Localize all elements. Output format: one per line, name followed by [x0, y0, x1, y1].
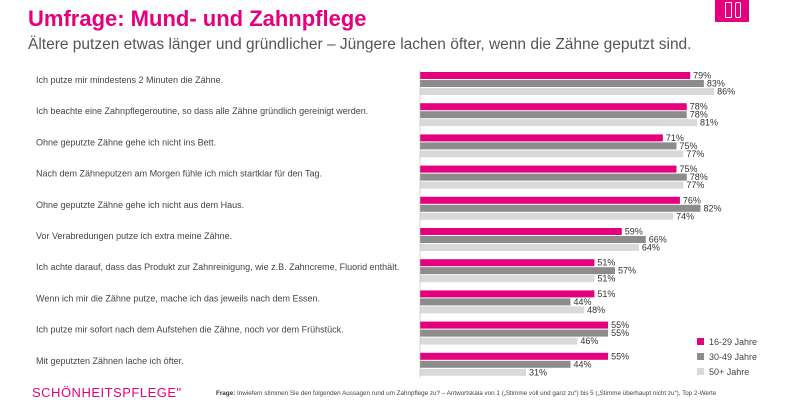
legend-swatch: [697, 368, 704, 375]
bar-value-label: 55%: [611, 320, 629, 330]
bar-value-label: 86%: [717, 87, 735, 97]
bar-value-label: 66%: [649, 235, 667, 245]
legend-label: 50+ Jahre: [709, 366, 750, 377]
bar: [420, 275, 595, 283]
bar-value-label: 55%: [611, 328, 629, 338]
bar: [420, 111, 687, 119]
bar: [420, 142, 677, 150]
bar-value-label: 74%: [676, 211, 694, 221]
bar-value-label: 75%: [680, 164, 698, 174]
footnote-label: Frage:: [216, 390, 236, 397]
bar-value-label: 31%: [529, 367, 547, 377]
bar-value-label: 44%: [573, 297, 591, 307]
bar: [420, 352, 609, 360]
bar: [420, 88, 715, 95]
legend-swatch: [697, 338, 704, 345]
bar: [420, 119, 698, 127]
bar-value-label: 71%: [666, 133, 684, 143]
category-label: Nach dem Zähneputzen am Morgen fühle ich…: [36, 169, 322, 179]
category-label: Vor Verabredungen putze ich extra meine …: [36, 231, 232, 241]
bar: [420, 360, 571, 368]
bar-value-label: 78%: [690, 110, 708, 120]
bar: [420, 267, 615, 275]
brand-logo: SCHÖNHEITSPFLEGE": [32, 385, 182, 400]
page-subtitle: Ältere putzen etwas länger und gründlich…: [28, 36, 692, 53]
category-label: Ohne geputzte Zähne gehe ich nicht aus d…: [36, 200, 244, 210]
bar: [420, 165, 677, 173]
bar-value-label: 78%: [690, 102, 708, 112]
bar: [420, 181, 684, 189]
bar-value-label: 78%: [690, 172, 708, 182]
bar: [420, 196, 680, 204]
chart-legend: 16-29 Jahre 30-49 Jahre 50+ Jahre: [697, 335, 757, 380]
category-label: Ich putze mir mindestens 2 Minuten die Z…: [36, 75, 223, 85]
toothpaste-toothbrush-icon: [715, 0, 749, 22]
bar-value-label: 55%: [611, 351, 629, 361]
bar-value-label: 48%: [587, 305, 605, 315]
page-title: Umfrage: Mund- und Zahnpflege: [28, 6, 367, 31]
category-label: Mit geputzten Zähnen lache ich öfter.: [36, 356, 184, 366]
category-label: Ohne geputzte Zähne gehe ich nicht ins B…: [36, 137, 216, 147]
bar: [420, 244, 639, 251]
bar: [420, 80, 704, 87]
legend-swatch: [697, 353, 704, 360]
bar: [420, 134, 663, 142]
bar-value-label: 64%: [642, 243, 660, 253]
legend-label: 30-49 Jahre: [709, 351, 758, 362]
bar: [420, 298, 571, 306]
legend-label: 16-29 Jahre: [709, 336, 758, 347]
bar: [420, 212, 674, 220]
bar-value-label: 46%: [580, 336, 598, 346]
bar-value-label: 44%: [573, 359, 591, 369]
footnote: Frage: Inwiefern stimmen Sie den folgend…: [216, 390, 716, 397]
bar: [420, 103, 687, 111]
bar-value-label: 51%: [597, 274, 615, 284]
legend-item-16-29: 16-29 Jahre: [697, 335, 757, 348]
bar: [420, 228, 622, 235]
bar-value-label: 81%: [700, 118, 718, 128]
bar-value-label: 79%: [693, 71, 711, 81]
legend-item-30-49: 30-49 Jahre: [697, 350, 757, 363]
bar-value-label: 82%: [703, 203, 721, 213]
bar: [420, 337, 578, 345]
bar-value-label: 75%: [680, 141, 698, 151]
bar: [420, 321, 609, 329]
bar-value-label: 51%: [597, 258, 615, 268]
category-label: Wenn ich mir die Zähne putze, mache ich …: [36, 293, 320, 303]
bar-value-label: 83%: [707, 79, 725, 89]
bar: [420, 368, 527, 376]
bar-value-label: 51%: [597, 289, 615, 299]
bar: [420, 290, 595, 298]
category-label: Ich beachte eine Zahnpflegeroutine, so d…: [36, 106, 368, 116]
category-label: Ich achte darauf, dass das Produkt zur Z…: [36, 262, 399, 272]
bar-value-label: 59%: [625, 227, 643, 237]
bar-value-label: 77%: [686, 180, 704, 190]
bar: [420, 150, 684, 158]
footnote-text: Inwiefern stimmen Sie den folgenden Auss…: [237, 390, 717, 397]
bar-value-label: 76%: [683, 195, 701, 205]
bar: [420, 236, 646, 243]
bar: [420, 259, 595, 267]
legend-item-50plus: 50+ Jahre: [697, 365, 757, 378]
bar-value-label: 77%: [686, 149, 704, 159]
bar: [420, 173, 687, 181]
bar: [420, 72, 691, 79]
category-label: Ich putze mir sofort nach dem Aufstehen …: [36, 325, 344, 335]
bar: [420, 329, 609, 337]
bar-value-label: 57%: [618, 266, 636, 276]
bar: [420, 306, 585, 314]
bar: [420, 204, 701, 212]
